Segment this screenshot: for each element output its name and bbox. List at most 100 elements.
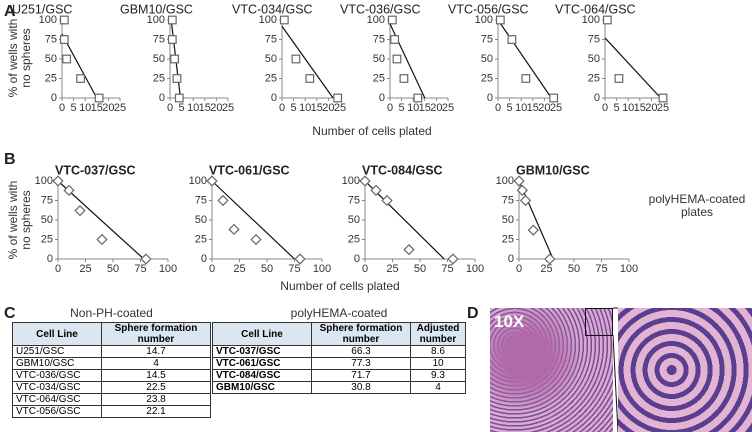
table-cell: 66.3 [311,345,411,358]
data-point [413,93,423,103]
chart-title: VTC-084/GSC [362,163,443,177]
y-tick-label: 100 [39,14,57,26]
x-tick-label: 100 [620,263,638,275]
data-point [59,35,69,44]
table-cell: VTC-036/GSC [12,369,102,382]
fit-line [211,180,295,260]
table: Cell Line Sphere formation number U251/GSC… [12,322,211,418]
table-row: GBM10/GSC 4 [12,357,211,370]
data-point [403,243,415,256]
y-tick-label: 25 [348,233,360,245]
x-tick-label: 0 [55,263,61,275]
fit-line [61,33,98,99]
data-point [544,253,556,265]
header-row: Cell Line Sphere formation number Adjusted… [212,322,466,346]
table-cell: 22.5 [101,381,211,394]
table-cell: 71.7 [311,369,411,382]
x-tick-label: 50 [568,263,580,275]
x-tick-label: 15 [199,102,211,114]
table-row: VTC-061/GSC 77.3 10 [212,357,466,370]
x-tick-label: 10 [299,102,311,114]
x-tick-label: 50 [107,263,119,275]
x-tick-label: 5 [71,102,77,114]
magnification-label: 10X [494,312,525,331]
y-tick-label: 0 [379,92,385,104]
data-point [495,15,505,25]
fit-line [497,19,552,99]
x-tick-label: 5 [291,102,297,114]
data-point [549,93,559,103]
data-point [96,233,108,246]
x-tick-label: 0 [387,102,393,114]
table-cell: 9.3 [410,369,466,382]
table-row: U251/GSC 14.7 [12,345,211,358]
data-point [52,175,64,187]
data-point [516,184,528,197]
data-point [387,15,397,25]
fit-line [364,180,445,260]
x-tick-label: 75 [288,263,300,275]
data-point [59,15,69,25]
data-point [507,35,517,44]
data-point [399,74,409,83]
panel-label: C [4,305,16,322]
data-point [167,35,177,44]
fit-line [604,37,662,99]
x-tick-label: 20 [210,102,222,114]
chart-title: VTC-037/GSC [55,163,136,177]
y-tick-label: 25 [265,72,277,84]
y-tick-label: 25 [502,233,514,245]
x-tick-label: 15 [91,102,103,114]
data-point [167,15,177,25]
header-cell: Adjusted number [410,322,466,346]
fit-line [57,180,145,260]
y-tick-label: 50 [265,53,277,65]
annotation: plates [681,205,713,219]
x-tick-label: 50 [261,263,273,275]
data-point [174,93,184,103]
histology-image-zoom [618,308,752,432]
y-tick-label: 100 [259,14,277,26]
data-point [392,54,402,64]
x-tick-label: 5 [614,102,620,114]
x-tick-label: 10 [187,102,199,114]
y-tick-label: 0 [201,253,207,265]
y-tick-label: 75 [348,194,360,206]
y-axis-label: no spheres [19,190,33,249]
x-tick-label: 15 [419,102,431,114]
table-cell: VTC-061/GSC [212,357,312,370]
y-tick-label: 100 [367,14,385,26]
y-tick-label: 25 [481,72,493,84]
y-tick-label: 50 [45,53,57,65]
y-tick-label: 50 [153,53,165,65]
x-tick-label: 5 [399,102,405,114]
data-point [658,93,668,103]
y-tick-label: 50 [481,53,493,65]
data-point [94,93,104,103]
y-tick-label: 50 [41,214,53,226]
x-tick-label: 100 [466,263,484,275]
chart-title: GBM10/GSC [120,2,193,16]
x-tick-label: 0 [279,102,285,114]
y-tick-label: 75 [481,33,493,45]
y-tick-label: 100 [475,14,493,26]
data-point [217,194,229,207]
x-tick-label: 25 [442,102,454,114]
y-tick-label: 100 [189,175,207,187]
y-tick-label: 0 [47,253,53,265]
x-tick-label: 25 [550,102,562,114]
zoom-box [585,308,613,336]
y-tick-label: 25 [45,72,57,84]
chart-title: U251/GSC [12,2,72,16]
data-point [228,223,240,236]
table-cell: VTC-064/GSC [12,393,102,406]
data-point [140,253,152,265]
table-title: polyHEMA-coated [290,306,388,320]
x-tick-label: 20 [102,102,114,114]
table-row: VTC-036/GSC 14.5 [12,369,211,382]
x-tick-label: 25 [222,102,234,114]
y-axis-label: % of wells with [6,181,20,260]
x-tick-label: 0 [602,102,608,114]
x-tick-label: 10 [622,102,634,114]
